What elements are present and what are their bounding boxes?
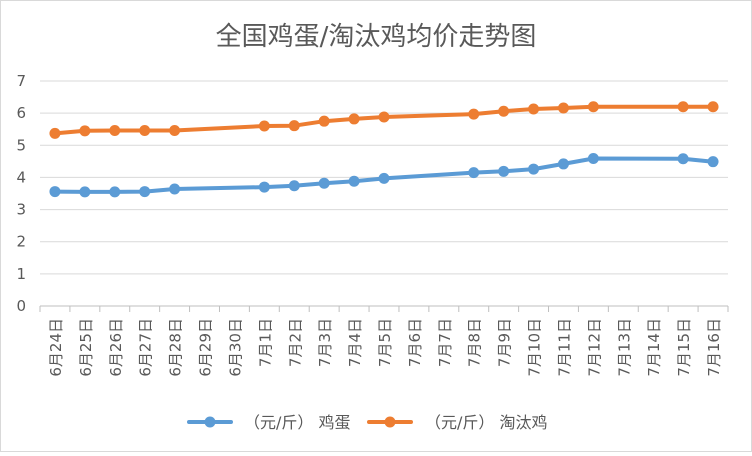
y-tick-label: 0 (16, 297, 26, 315)
x-tick-label: 6月29日 (197, 318, 215, 377)
x-tick-label: 6月26日 (107, 318, 125, 377)
legend-label: （元/斤） 鸡蛋 (244, 413, 350, 432)
data-point (79, 186, 91, 198)
y-tick-label: 2 (16, 233, 26, 251)
x-tick-label: 7月11日 (555, 318, 573, 377)
data-point (288, 180, 300, 192)
x-tick-label: 6月27日 (137, 318, 155, 377)
y-tick-label: 3 (16, 201, 26, 219)
x-tick-label: 7月3日 (316, 318, 334, 367)
x-tick-label: 7月9日 (496, 318, 514, 367)
data-point (378, 111, 390, 123)
x-tick-label: 7月14日 (645, 318, 663, 377)
data-point (378, 172, 390, 184)
data-point (557, 158, 569, 170)
data-point (498, 165, 510, 177)
data-point (707, 156, 719, 168)
data-point (49, 186, 61, 198)
y-tick-label: 4 (16, 168, 26, 186)
data-point (258, 181, 270, 193)
x-tick-label: 7月13日 (615, 318, 633, 377)
data-point (557, 102, 569, 114)
y-tick-label: 7 (16, 72, 26, 90)
series-lines (49, 101, 719, 198)
data-point (528, 103, 540, 115)
data-point (587, 101, 599, 113)
data-point (169, 183, 181, 195)
legend-marker (204, 416, 216, 428)
data-point (498, 105, 510, 117)
legend: （元/斤） 鸡蛋 （元/斤） 淘汰鸡 (187, 413, 547, 432)
x-tick-label: 7月4日 (346, 318, 364, 367)
data-point (677, 101, 689, 113)
x-tick-label: 6月28日 (167, 318, 185, 377)
x-tick-label: 7月16日 (705, 318, 723, 377)
series-1 (49, 152, 719, 198)
x-tick-label: 7月10日 (526, 318, 544, 377)
data-point (79, 125, 91, 137)
data-point (49, 127, 61, 139)
data-point (677, 153, 689, 165)
x-tick-label: 7月12日 (585, 318, 603, 377)
x-tick-label: 7月15日 (675, 318, 693, 377)
y-axis-ticks: 0 1 2 3 4 5 6 7 (16, 72, 26, 315)
data-point (348, 113, 360, 125)
x-tick-label: 7月2日 (286, 318, 304, 367)
data-point (109, 186, 121, 198)
data-point (139, 186, 151, 198)
legend-label: （元/斤） 淘汰鸡 (425, 413, 547, 432)
x-tick-label: 6月30日 (226, 318, 244, 377)
legend-item: （元/斤） 淘汰鸡 (367, 413, 547, 432)
data-point (169, 125, 181, 136)
data-point (318, 115, 330, 127)
x-axis: 6月24日 6月25日 6月26日 6月27日 6月28日 6月29日 6月30日 7月1日 7… (39, 306, 729, 377)
data-point (318, 177, 330, 189)
x-tick-label: 6月25日 (77, 318, 95, 377)
legend-marker (384, 416, 396, 428)
legend-item: （元/斤） 鸡蛋 (187, 413, 350, 432)
data-point (288, 120, 300, 132)
x-tick-label: 7月7日 (436, 318, 454, 367)
x-tick-label: 7月5日 (376, 318, 394, 367)
y-tick-label: 6 (16, 104, 26, 122)
data-point (707, 101, 719, 113)
x-tick-label: 6月24日 (47, 318, 65, 377)
y-tick-label: 5 (16, 136, 26, 154)
x-tick-label: 7月6日 (406, 318, 424, 367)
series-2 (49, 101, 719, 139)
y-tick-label: 1 (16, 265, 26, 283)
x-tick-label: 7月8日 (466, 318, 484, 367)
data-point (468, 108, 480, 120)
data-point (258, 120, 270, 132)
data-point (348, 175, 360, 187)
x-tick-label: 7月1日 (256, 318, 274, 367)
chart-title: 全国鸡蛋/淘汰鸡均价走势图 (216, 22, 537, 52)
data-point (468, 167, 480, 179)
data-point (528, 163, 540, 175)
data-point (109, 125, 121, 136)
data-point (587, 152, 599, 164)
data-point (139, 125, 151, 136)
